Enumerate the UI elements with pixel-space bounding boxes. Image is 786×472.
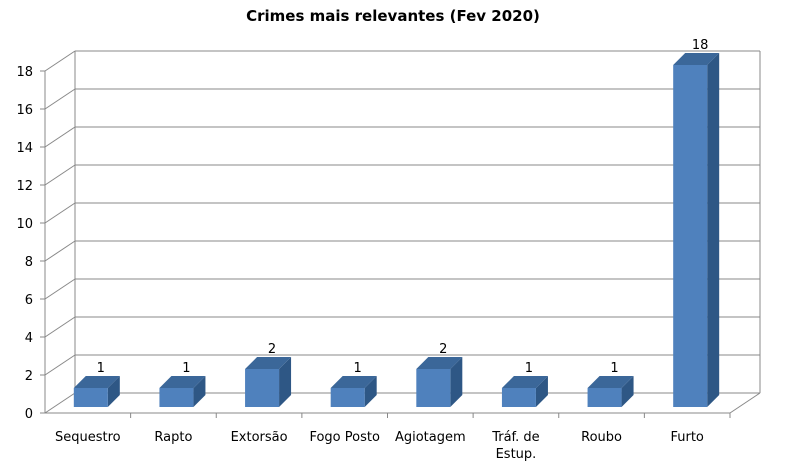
data-label: 18 bbox=[692, 38, 709, 53]
bar-top bbox=[587, 376, 634, 388]
category-label: Furto bbox=[670, 430, 703, 445]
bar bbox=[159, 388, 194, 407]
y-tick-label: 18 bbox=[16, 65, 33, 80]
data-label: 1 bbox=[610, 361, 618, 376]
bar-top bbox=[673, 53, 720, 65]
gridline-diagonal bbox=[44, 240, 76, 262]
y-tick-label: 14 bbox=[16, 141, 33, 156]
bar-side bbox=[279, 357, 292, 407]
bar bbox=[416, 369, 451, 407]
bar-side bbox=[535, 376, 548, 407]
data-labels: 1 1 2 1 2 1 1 18 bbox=[97, 38, 709, 376]
gridline-diagonal bbox=[44, 316, 76, 338]
data-label: 1 bbox=[182, 361, 190, 376]
bar bbox=[73, 388, 108, 407]
bar bbox=[673, 65, 708, 407]
bar-top bbox=[245, 357, 292, 369]
gridline-diagonal bbox=[44, 202, 76, 224]
bar bbox=[330, 388, 365, 407]
bar-side bbox=[364, 376, 377, 407]
bar-top bbox=[416, 357, 463, 369]
category-labels: Sequestro Rapto Extorsão Fogo Posto Agiotage… bbox=[55, 430, 704, 462]
category-label: Extorsão bbox=[231, 430, 288, 445]
gridline-diagonal bbox=[44, 354, 76, 376]
category-label: Agiotagem bbox=[395, 430, 466, 445]
y-tick-label: 8 bbox=[25, 255, 33, 270]
category-label: Sequestro bbox=[55, 430, 121, 445]
y-tick-label: 12 bbox=[16, 179, 33, 194]
bar-top bbox=[501, 376, 548, 388]
data-label: 2 bbox=[268, 342, 276, 357]
category-label: Roubo bbox=[581, 430, 622, 445]
category-label: Fogo Posto bbox=[309, 430, 380, 445]
floor-left bbox=[44, 392, 76, 414]
gridline-diagonal bbox=[44, 126, 76, 148]
bars bbox=[73, 53, 720, 407]
data-label: 1 bbox=[354, 361, 362, 376]
bar-side bbox=[621, 376, 634, 407]
y-tick-label: 2 bbox=[25, 369, 33, 384]
gridline-diagonal bbox=[44, 88, 76, 110]
gridline-diagonal bbox=[44, 50, 76, 72]
grid-layer bbox=[40, 50, 761, 418]
bar bbox=[245, 369, 280, 407]
y-tick-label: 0 bbox=[25, 407, 33, 422]
data-label: 1 bbox=[97, 361, 105, 376]
data-label: 1 bbox=[525, 361, 533, 376]
chart-title: Crimes mais relevantes (Fev 2020) bbox=[246, 7, 540, 25]
bar-side bbox=[107, 376, 120, 407]
bar-top bbox=[159, 376, 206, 388]
bar-side bbox=[193, 376, 206, 407]
y-tick-label: 10 bbox=[16, 217, 33, 232]
category-label: Rapto bbox=[154, 430, 192, 445]
bar bbox=[587, 388, 622, 407]
y-tick-labels: 0 2 4 6 8 10 12 14 16 18 bbox=[16, 65, 33, 422]
data-label: 2 bbox=[439, 342, 447, 357]
bar-side bbox=[707, 53, 720, 407]
bar bbox=[501, 388, 536, 407]
category-label: Tráf. de Estup. bbox=[491, 430, 540, 462]
bar-side bbox=[450, 357, 463, 407]
gridline-diagonal bbox=[44, 278, 76, 300]
y-tick-label: 4 bbox=[25, 331, 33, 346]
y-tick-label: 6 bbox=[25, 293, 33, 308]
gridline-diagonal bbox=[44, 164, 76, 186]
bar-top bbox=[73, 376, 120, 388]
floor-right bbox=[729, 392, 761, 414]
y-tick-label: 16 bbox=[16, 103, 33, 118]
bar-top bbox=[330, 376, 377, 388]
